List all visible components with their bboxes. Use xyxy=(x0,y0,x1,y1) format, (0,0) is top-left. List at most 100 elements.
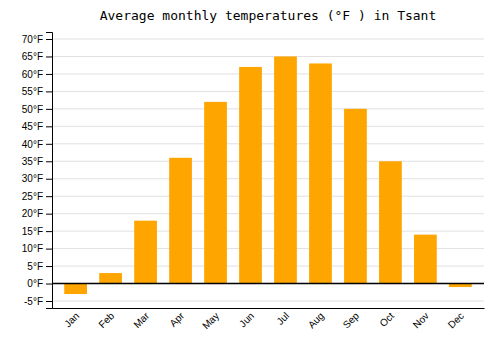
y-tick: 30°F xyxy=(22,173,52,184)
bar xyxy=(64,284,87,294)
y-tick-mark xyxy=(46,109,52,110)
y-tick: 55°F xyxy=(22,86,52,97)
y-tick-mark xyxy=(46,161,52,162)
title: Average monthly temperatures (°F ) in Ts… xyxy=(100,8,437,23)
y-tick-mark xyxy=(46,266,52,267)
x-tick: Dec xyxy=(446,310,466,330)
y-tick: 10°F xyxy=(22,243,52,254)
x-tick: May xyxy=(200,310,221,331)
x-tick: Jun xyxy=(237,310,256,329)
y-tick-label: 60°F xyxy=(22,69,43,80)
x-tick: Oct xyxy=(377,310,396,329)
y-tick: 45°F xyxy=(22,121,52,132)
y-tick-label: 20°F xyxy=(22,208,43,219)
x-tick-label: May xyxy=(200,310,221,331)
grid-line xyxy=(52,283,484,284)
x-tick: Mar xyxy=(131,310,151,330)
y-tick-mark xyxy=(46,74,52,75)
grid-line xyxy=(52,38,484,39)
y-tick-label: 30°F xyxy=(22,173,43,184)
y-tick-mark xyxy=(46,144,52,145)
y-tick-mark xyxy=(46,179,52,180)
x-tick-label: Aug xyxy=(306,310,326,330)
y-tick-mark xyxy=(46,214,52,215)
y-tick-label: 35°F xyxy=(22,156,43,167)
y-tick: -5°F xyxy=(24,296,52,307)
bar xyxy=(204,102,227,284)
x-tick: Jul xyxy=(274,310,291,327)
bar xyxy=(239,67,262,284)
y-tick-mark xyxy=(46,301,52,302)
y-tick: 35°F xyxy=(22,156,52,167)
grid-line xyxy=(52,196,484,197)
y-tick-label: -5°F xyxy=(24,296,43,307)
x-tick: Apr xyxy=(167,310,186,329)
grid-line xyxy=(52,161,484,162)
grid-line xyxy=(52,108,484,109)
y-tick-mark xyxy=(46,126,52,127)
chart: -5°F 0°F 5°F 10°F 15°F 20°F 25°F 30°F 35°F 40°F 45… xyxy=(0,0,500,350)
y-axis: -5°F 0°F 5°F 10°F 15°F 20°F 25°F 30°F 35°F 40°F 45… xyxy=(22,33,53,309)
x-axis: Jan Feb Mar Apr May Jun Jul Aug Sep Oct Nov Dec xyxy=(53,309,485,332)
y-tick: 0°F xyxy=(27,278,52,289)
grid-line xyxy=(52,73,484,74)
y-tick-mark xyxy=(46,231,52,232)
x-tick-label: Feb xyxy=(96,310,116,330)
plot: -5°F 0°F 5°F 10°F 15°F 20°F 25°F 30°F 35°F 40°F 45… xyxy=(22,33,485,332)
grid-line xyxy=(52,126,484,127)
y-tick: 70°F xyxy=(22,34,52,45)
x-tick: Aug xyxy=(306,310,326,330)
x-tick-label: Dec xyxy=(446,310,466,330)
grid-line xyxy=(52,91,484,92)
grid-line xyxy=(52,178,484,179)
grid-line xyxy=(52,56,484,57)
x-tick-label: Apr xyxy=(167,310,186,329)
zero-line xyxy=(52,283,484,285)
y-tick-label: 45°F xyxy=(22,121,43,132)
x-tick-label: Nov xyxy=(411,310,431,330)
bars xyxy=(64,56,472,294)
x-tick-label: Jun xyxy=(237,310,256,329)
y-tick-label: 50°F xyxy=(22,104,43,115)
y-tick-label: 25°F xyxy=(22,191,43,202)
y-tick-label: 65°F xyxy=(22,51,43,62)
y-tick-mark xyxy=(46,91,52,92)
bar xyxy=(309,63,332,283)
x-tick: Jan xyxy=(62,310,81,329)
y-tick: 40°F xyxy=(22,138,52,149)
grid-line xyxy=(52,301,484,302)
y-tick-label: 15°F xyxy=(22,226,43,237)
y-tick-mark xyxy=(46,249,52,250)
bar xyxy=(414,235,437,284)
y-tick-label: 55°F xyxy=(22,86,43,97)
grid-line xyxy=(52,143,484,144)
y-tick: 60°F xyxy=(22,69,52,80)
x-tick-label: Jul xyxy=(274,310,291,327)
y-tick: 65°F xyxy=(22,51,52,62)
bar xyxy=(274,56,297,283)
grid-line xyxy=(52,213,484,214)
y-tick: 15°F xyxy=(22,226,52,237)
y-tick-label: 70°F xyxy=(22,34,43,45)
bar xyxy=(169,158,192,284)
bar xyxy=(344,109,367,284)
y-tick-mark xyxy=(46,39,52,40)
x-tick-label: Mar xyxy=(131,310,151,330)
x-tick-label: Sep xyxy=(341,310,362,331)
y-tick-label: 0°F xyxy=(27,278,43,289)
y-tick-label: 5°F xyxy=(27,261,43,272)
x-tick: Sep xyxy=(341,310,362,331)
bar xyxy=(379,161,402,283)
grid-line xyxy=(52,231,484,232)
y-tick: 50°F xyxy=(22,104,52,115)
x-axis-line xyxy=(53,308,485,309)
y-tick: 20°F xyxy=(22,208,52,219)
x-tick: Nov xyxy=(411,310,431,330)
x-tick: Feb xyxy=(96,310,116,330)
bar xyxy=(99,273,122,283)
y-tick-mark xyxy=(46,196,52,197)
grid xyxy=(52,39,484,301)
x-tick-label: Jan xyxy=(62,310,81,329)
y-tick-mark xyxy=(46,284,52,285)
y-tick-label: 10°F xyxy=(22,243,43,254)
